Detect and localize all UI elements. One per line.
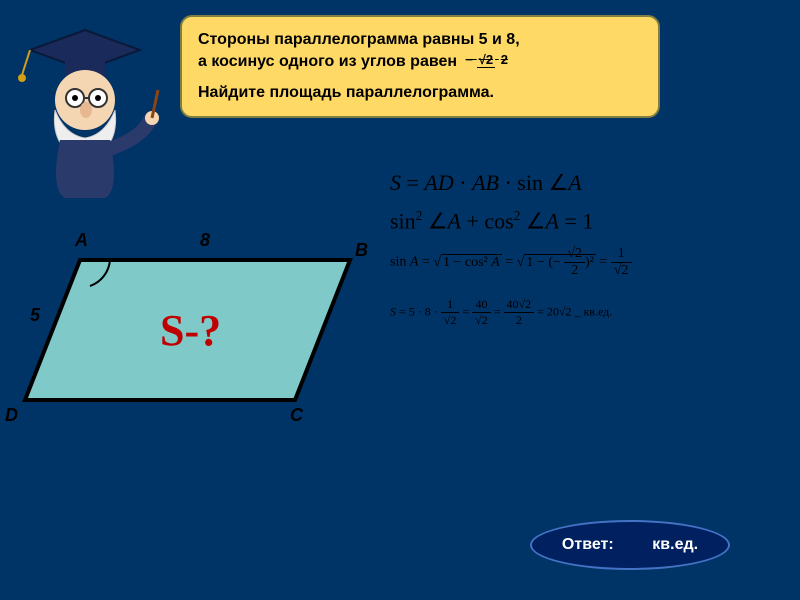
sin-calculation: sin A = 1 − cos² A = 1 − (− √22)² = 1√2 — [390, 246, 790, 279]
vertex-a: A — [75, 230, 88, 251]
pythagorean-identity: sin2 ∠A + cos2 ∠A = 1 — [390, 208, 790, 234]
answer-label: Ответ: — [562, 536, 614, 554]
problem-statement: Стороны параллелограмма равны 5 и 8, а к… — [180, 15, 660, 118]
side-top-label: 8 — [200, 230, 210, 251]
vertex-d: D — [5, 405, 18, 426]
formulas-block: S = AD · AB · sin ∠A sin2 ∠A + cos2 ∠A =… — [390, 170, 790, 340]
answer-oval: Ответ: 20√2 кв.ед. — [530, 520, 730, 570]
vertex-b: B — [355, 240, 368, 261]
problem-line2: а косинус одного из углов равен — [198, 53, 457, 70]
problem-line1: Стороны параллелограмма равны 5 и 8, — [198, 31, 520, 48]
cos-value: − √2 2 — [466, 51, 510, 69]
answer-value: 20√2 — [620, 538, 647, 552]
area-calculation: S = 5 · 8 · 1√2 = 40√2 = 40√22 = 20√2 _ … — [390, 297, 790, 328]
vertex-c: C — [290, 405, 303, 426]
parallelogram-figure: A 8 B 5 D C S-? — [20, 250, 360, 410]
area-formula: S = AD · AB · sin ∠A — [390, 170, 790, 196]
problem-line3: Найдите площадь параллелограмма. — [198, 82, 642, 104]
area-question: S-? — [160, 305, 221, 356]
answer-unit: кв.ед. — [652, 536, 698, 554]
side-left-label: 5 — [30, 305, 40, 326]
professor-illustration — [10, 20, 160, 200]
